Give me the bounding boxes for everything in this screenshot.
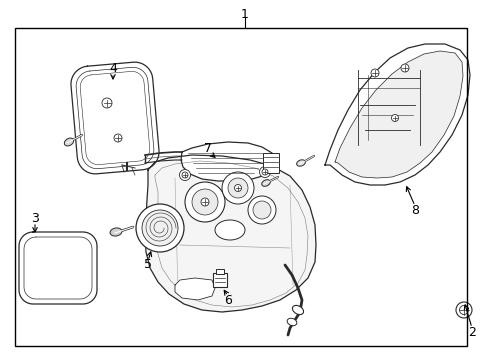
Circle shape [185,182,225,222]
Ellipse shape [293,305,304,315]
Bar [216,269,224,274]
Ellipse shape [262,180,270,186]
Circle shape [102,98,112,108]
Circle shape [222,172,254,204]
Circle shape [460,306,468,315]
Circle shape [192,189,218,215]
Bar [213,273,227,287]
Text: 6: 6 [224,293,232,306]
Circle shape [136,204,184,252]
Ellipse shape [110,228,122,236]
Circle shape [179,170,191,180]
Bar [263,153,279,173]
Circle shape [201,198,209,206]
Circle shape [114,134,122,142]
Ellipse shape [215,220,245,240]
Circle shape [260,166,270,177]
Circle shape [142,210,178,246]
Text: 3: 3 [31,212,39,225]
Polygon shape [325,44,470,185]
Circle shape [456,302,472,318]
Polygon shape [145,155,316,312]
Circle shape [228,178,248,198]
Text: 7: 7 [204,141,212,154]
Circle shape [253,201,271,219]
Circle shape [401,64,409,72]
Polygon shape [19,232,97,304]
Circle shape [371,69,379,77]
Text: 4: 4 [109,62,117,75]
Text: 8: 8 [411,203,419,216]
Text: 5: 5 [144,258,152,271]
Ellipse shape [64,138,74,146]
Polygon shape [181,142,276,181]
Circle shape [235,185,242,192]
Circle shape [392,114,398,122]
Polygon shape [335,51,463,178]
Text: 2: 2 [468,325,476,338]
Circle shape [262,169,268,175]
Ellipse shape [287,318,297,326]
Circle shape [182,172,188,178]
Ellipse shape [296,160,305,166]
Circle shape [248,196,276,224]
Polygon shape [71,62,159,174]
Text: 1: 1 [241,8,249,21]
Bar [15,28,467,346]
Polygon shape [175,278,215,300]
